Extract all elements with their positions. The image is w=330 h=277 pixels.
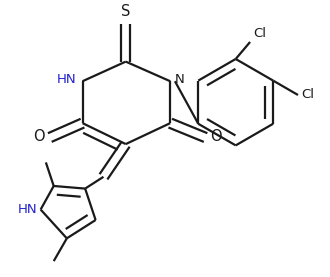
Text: HN: HN xyxy=(18,203,38,216)
Text: O: O xyxy=(210,129,222,144)
Text: Cl: Cl xyxy=(253,27,266,40)
Text: Cl: Cl xyxy=(301,88,314,101)
Text: O: O xyxy=(33,129,45,144)
Text: N: N xyxy=(175,73,185,86)
Text: HN: HN xyxy=(56,73,76,86)
Text: S: S xyxy=(121,4,130,19)
